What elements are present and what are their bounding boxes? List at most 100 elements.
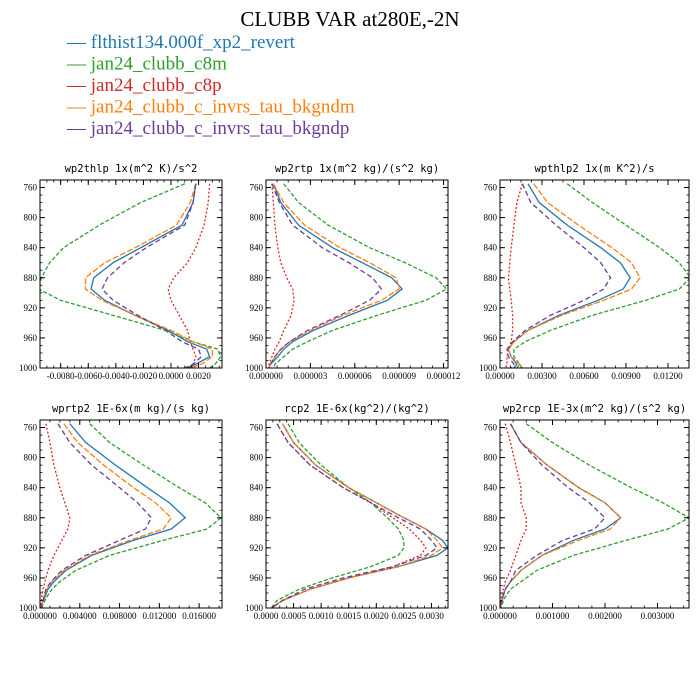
panel-title: wp2thlp 1x(m^2 K)/s^2 xyxy=(65,163,198,175)
plot-frame xyxy=(39,419,223,609)
y-tick-label: 840 xyxy=(250,243,264,253)
series-line-5 xyxy=(101,183,203,368)
x-tick-label: 0.0000 xyxy=(159,371,184,381)
series-line-4 xyxy=(84,183,214,368)
x-tick-label: 0.002000 xyxy=(588,611,622,621)
legend-line-marker: — xyxy=(66,118,91,139)
y-tick-label: 880 xyxy=(484,273,498,283)
series-line-5 xyxy=(271,423,438,608)
legend-label: jan24_clubb_c8m xyxy=(90,54,227,75)
y-tick-label: 760 xyxy=(250,183,264,193)
chart-panel-2: wp2rtp 1x(m^2 kg)/(s^2 kg) 760 800 840 880 92… xyxy=(245,163,460,381)
plot-frame xyxy=(499,419,690,609)
y-tick-label: 760 xyxy=(250,423,264,433)
y-tick-label: 920 xyxy=(24,543,38,553)
x-tick-label: -0.0040 xyxy=(102,371,130,381)
series-line-5 xyxy=(500,423,606,608)
x-tick-label: -0.0080 xyxy=(47,371,75,381)
series-line-2 xyxy=(272,183,448,368)
series-group xyxy=(500,423,689,608)
x-tick-label: 0.0005 xyxy=(281,611,306,621)
series-line-3 xyxy=(504,183,524,368)
chart-panel-1: wp2thlp 1x(m^2 K)/s^2 760 800 840 880 920 960 1… xyxy=(19,163,223,381)
series-line-1 xyxy=(268,183,404,368)
series-line-2 xyxy=(41,423,222,608)
legend-line-marker: — xyxy=(66,32,91,53)
panel-title: wprtp2 1E-6x(m kg)/(s kg) xyxy=(52,403,210,415)
y-tick-label: 1000 xyxy=(479,363,498,373)
x-tick-label: 0.00900 xyxy=(611,371,641,381)
chart-panel-6: wp2rcp 1E-3x(m^2 kg)/(s^2 kg) 760 800 840 88… xyxy=(479,403,690,621)
panel-title: wp2rtp 1x(m^2 kg)/(s^2 kg) xyxy=(275,163,439,175)
chart-panel-5: rcp2 1E-6x(kg^2)/(kg^2) 760 800 840 880 920 96… xyxy=(245,403,449,621)
y-tick-label: 840 xyxy=(250,483,264,493)
y-tick-label: 760 xyxy=(484,423,498,433)
legend-entry: — jan24_clubb_c8m xyxy=(66,54,227,75)
series-line-2 xyxy=(270,423,405,608)
legend-line-marker: — xyxy=(66,97,91,118)
y-tick-label: 1000 xyxy=(245,603,264,613)
y-tick-label: 1000 xyxy=(19,363,38,373)
legend-label: flthist134.000f_xp2_revert xyxy=(91,32,296,53)
x-tick-label: 0.0015 xyxy=(336,611,361,621)
y-tick-label: 960 xyxy=(250,333,264,343)
series-line-3 xyxy=(268,183,295,368)
chart-panel-3: wpthlp2 1x(m K^2)/s 760 800 840 880 920 960 100… xyxy=(479,163,690,381)
y-tick-label: 920 xyxy=(484,303,498,313)
x-tick-label: 0.003000 xyxy=(641,611,675,621)
x-tick-label: 0.0010 xyxy=(309,611,334,621)
x-tick-label: 0.001000 xyxy=(536,611,570,621)
y-tick-label: 760 xyxy=(484,183,498,193)
x-tick-label: 0.0030 xyxy=(419,611,444,621)
x-tick-label: 0.012000 xyxy=(142,611,176,621)
y-tick-label: 1000 xyxy=(19,603,38,613)
y-tick-label: 960 xyxy=(484,573,498,583)
x-tick-label: 0.0000 xyxy=(254,611,279,621)
y-tick-label: 920 xyxy=(24,303,38,313)
x-tick-label: 0.000000 xyxy=(249,371,283,381)
y-tick-label: 920 xyxy=(484,543,498,553)
y-tick-label: 800 xyxy=(250,213,264,223)
x-tick-label: 0.000003 xyxy=(294,371,328,381)
y-tick-label: 840 xyxy=(24,243,38,253)
legend-entry: — jan24_clubb_c8p xyxy=(66,75,222,96)
y-tick-label: 800 xyxy=(250,453,264,463)
series-group xyxy=(40,423,222,608)
series-group xyxy=(270,423,448,608)
series-line-3 xyxy=(500,423,527,608)
x-tick-label: 0.000000 xyxy=(483,611,517,621)
legend: — flthist134.000f_xp2_revert— jan24_club… xyxy=(66,32,355,139)
plot-frame xyxy=(265,179,449,369)
x-tick-label: 0.01200 xyxy=(653,371,683,381)
series-line-1 xyxy=(90,183,211,368)
panel-title: wp2rcp 1E-3x(m^2 kg)/(s^2 kg) xyxy=(503,403,686,415)
series-line-3 xyxy=(271,423,427,608)
x-tick-label: 0.0020 xyxy=(186,371,211,381)
y-tick-label: 960 xyxy=(24,573,38,583)
legend-entry: — jan24_clubb_c_invrs_tau_bkgndm xyxy=(66,97,355,118)
y-tick-label: 800 xyxy=(484,453,498,463)
y-tick-label: 800 xyxy=(24,453,38,463)
series-line-3 xyxy=(40,423,71,608)
x-tick-label: 0.00000 xyxy=(485,371,515,381)
x-tick-label: -0.0060 xyxy=(74,371,102,381)
panels: wp2thlp 1x(m^2 K)/s^2 760 800 840 880 920 960 1… xyxy=(19,163,690,621)
series-group xyxy=(40,183,222,368)
series-line-1 xyxy=(40,423,187,608)
y-tick-label: 920 xyxy=(250,303,264,313)
plot-frame xyxy=(265,419,449,609)
legend-label: jan24_clubb_c8p xyxy=(90,75,222,96)
series-line-1 xyxy=(507,183,631,368)
x-tick-label: 0.000012 xyxy=(427,371,461,381)
series-line-4 xyxy=(40,423,173,608)
y-tick-label: 960 xyxy=(250,573,264,583)
y-tick-label: 840 xyxy=(24,483,38,493)
y-tick-label: 800 xyxy=(24,213,38,223)
x-tick-label: 0.000009 xyxy=(382,371,416,381)
x-tick-label: 0.016000 xyxy=(182,611,216,621)
legend-label: jan24_clubb_c_invrs_tau_bkgndp xyxy=(90,118,350,139)
x-tick-label: 0.000000 xyxy=(23,611,57,621)
series-line-2 xyxy=(513,183,689,368)
x-tick-label: -0.0020 xyxy=(130,371,158,381)
